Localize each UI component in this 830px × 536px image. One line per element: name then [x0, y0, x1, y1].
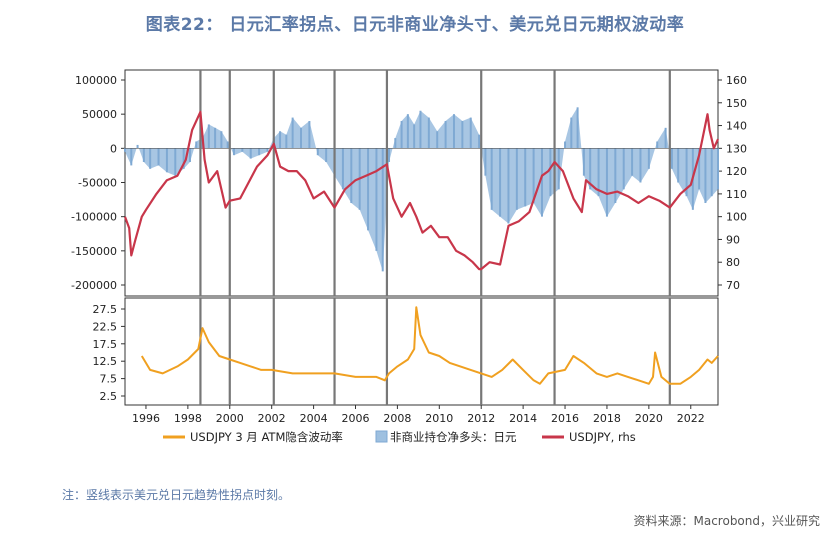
x-tick-label: 2002 — [258, 412, 286, 425]
x-tick-label: 2004 — [300, 412, 328, 425]
y-left-tick-label: -200000 — [71, 279, 117, 292]
usdjpy-line — [123, 110, 719, 271]
y-right-tick-label: 160 — [726, 74, 747, 87]
legend: USDJPY 3 月 ATM隐含波动率 非商业持仓净多头：日元 USDJPY, rh… — [163, 430, 636, 444]
y-right-tick-label: 100 — [726, 211, 747, 224]
x-tick-label: 2014 — [509, 412, 537, 425]
bottom-panel: 27.5 22.5 17.5 12.5 7.5 2.5 1996 1998 2000 2002 20… — [93, 297, 719, 425]
bottom-plot-frame — [124, 297, 719, 406]
y-right-tick-label: 120 — [726, 165, 747, 178]
y-left-tick-label: 0 — [110, 142, 117, 155]
x-tick-label: 2020 — [635, 412, 663, 425]
y-bottom-tick-label: 12.5 — [93, 355, 118, 368]
y-right-tick-label: 70 — [726, 279, 740, 292]
x-tick-label: 2012 — [467, 412, 495, 425]
y-left-tick-label: -150000 — [71, 245, 117, 258]
y-right-tick-label: 110 — [726, 188, 747, 201]
x-tick-label: 1996 — [132, 412, 160, 425]
y-right-tick-label: 140 — [726, 120, 747, 133]
x-tick-label: 2008 — [383, 412, 411, 425]
y-right-tick-label: 80 — [726, 256, 740, 269]
top-panel: 100000 50000 0 -50000 -100000 -150000 -200000 1… — [71, 69, 747, 297]
x-tick-label: 2018 — [593, 412, 621, 425]
chart-note: 注：竖线表示美元兑日元趋势性拐点时刻。 — [62, 488, 291, 502]
x-tick-label: 2000 — [216, 412, 244, 425]
y-right-tick-label: 150 — [726, 97, 747, 110]
x-tick-label: 1998 — [174, 412, 202, 425]
y-bottom-tick-label: 17.5 — [93, 338, 118, 351]
y-left-tick-label: -50000 — [78, 177, 117, 190]
y-left-tick-label: 100000 — [75, 74, 117, 87]
legend-label: 非商业持仓净多头：日元 — [390, 430, 517, 444]
x-tick-label: 2010 — [425, 412, 453, 425]
y-right-tick-label: 90 — [726, 233, 740, 246]
legend-label: USDJPY 3 月 ATM隐含波动率 — [190, 430, 343, 444]
net-position-area — [125, 107, 718, 272]
y-right-tick-label: 130 — [726, 142, 747, 155]
y-bottom-tick-label: 2.5 — [100, 390, 118, 403]
x-tick-label: 2006 — [341, 412, 369, 425]
legend-swatch-box — [375, 430, 388, 443]
chart-source: 资料来源：Macrobond，兴业研究 — [633, 514, 821, 528]
implied-vol-line — [140, 306, 719, 385]
x-tick-label: 2022 — [677, 412, 705, 425]
chart-title: 图表22： 日元汇率拐点、日元非商业净头寸、美元兑日元期权波动率 — [145, 15, 685, 35]
y-left-tick-label: 50000 — [82, 108, 117, 121]
y-bottom-tick-label: 22.5 — [93, 320, 118, 333]
y-left-tick-label: -100000 — [71, 211, 117, 224]
x-tick-label: 2016 — [551, 412, 579, 425]
y-bottom-tick-label: 7.5 — [100, 373, 118, 386]
legend-label: USDJPY, rhs — [569, 430, 636, 444]
y-bottom-tick-label: 27.5 — [93, 303, 118, 316]
top-plot-frame — [124, 69, 719, 297]
